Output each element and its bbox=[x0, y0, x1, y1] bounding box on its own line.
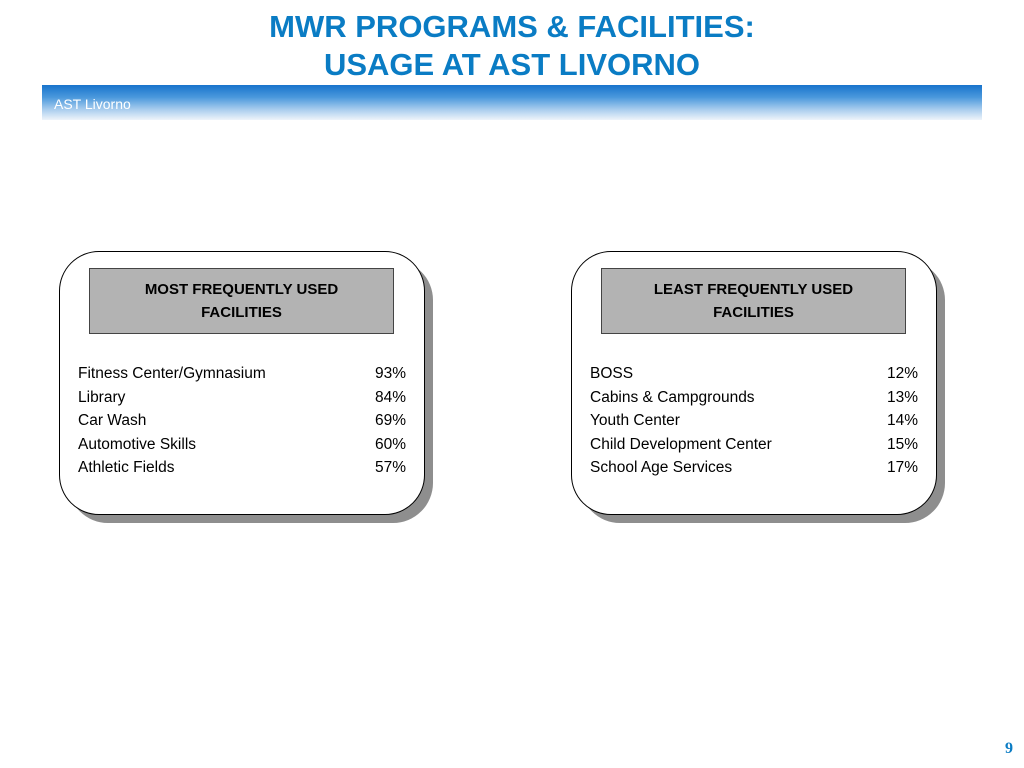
list-item: Cabins & Campgrounds 13% bbox=[590, 386, 918, 410]
facility-name: Fitness Center/Gymnasium bbox=[78, 365, 266, 382]
facility-list: Fitness Center/Gymnasium 93% Library 84%… bbox=[78, 362, 406, 480]
panel-header: LEAST FREQUENTLY USED FACILITIES bbox=[601, 268, 906, 334]
list-item: BOSS 12% bbox=[590, 362, 918, 386]
facility-name: Car Wash bbox=[78, 412, 147, 430]
usage-value: 14% bbox=[886, 412, 918, 430]
usage-value: 69% bbox=[374, 412, 406, 430]
title-line-1: MWR PROGRAMS & FACILITIES: bbox=[269, 9, 755, 44]
usage-value: 15% bbox=[886, 435, 918, 453]
list-item: Youth Center 14% bbox=[590, 409, 918, 433]
page-title: MWR PROGRAMS & FACILITIES: USAGE AT AST … bbox=[0, 8, 1024, 84]
panel-header-label: LEAST FREQUENTLY USED FACILITIES bbox=[653, 281, 854, 321]
panel-box: MOST FREQUENTLY USED FACILITIES Fitness … bbox=[59, 251, 425, 515]
least-used-panel: LEAST FREQUENTLY USED FACILITIES BOSS 12… bbox=[571, 251, 947, 525]
usage-value: 84% bbox=[374, 388, 406, 406]
list-item: Automotive Skills 60% bbox=[78, 433, 406, 457]
facility-name: Youth Center bbox=[590, 412, 680, 430]
usage-value: 12% bbox=[886, 365, 918, 382]
facility-list: BOSS 12% Cabins & Campgrounds 13% Youth … bbox=[590, 362, 918, 480]
facility-name: BOSS bbox=[590, 365, 634, 382]
list-item: Library 84% bbox=[78, 386, 406, 410]
list-item: Fitness Center/Gymnasium 93% bbox=[78, 362, 406, 386]
usage-value: 57% bbox=[374, 459, 406, 477]
usage-value: 13% bbox=[886, 388, 918, 406]
band-label: AST Livorno bbox=[54, 96, 131, 112]
panel-box: LEAST FREQUENTLY USED FACILITIES BOSS 12… bbox=[571, 251, 937, 515]
most-used-panel: MOST FREQUENTLY USED FACILITIES Fitness … bbox=[59, 251, 435, 525]
page-number: 9 bbox=[1005, 740, 1013, 757]
title-line-2: USAGE AT AST LIVORNO bbox=[323, 47, 701, 82]
list-item: Car Wash 69% bbox=[78, 409, 406, 433]
header-band: AST Livorno bbox=[42, 85, 982, 120]
facility-name: Automotive Skills bbox=[78, 435, 197, 453]
list-item: Athletic Fields 57% bbox=[78, 456, 406, 480]
facility-name: Child Development Center bbox=[590, 435, 772, 453]
facility-name: Library bbox=[78, 388, 126, 406]
facility-name: Athletic Fields bbox=[78, 459, 175, 477]
list-item: Child Development Center 15% bbox=[590, 433, 918, 457]
list-item: School Age Services 17% bbox=[590, 456, 918, 480]
usage-value: 60% bbox=[374, 435, 406, 453]
facility-name: School Age Services bbox=[590, 459, 733, 477]
panel-header-label: MOST FREQUENTLY USED FACILITIES bbox=[144, 281, 339, 321]
facility-name: Cabins & Campgrounds bbox=[590, 388, 755, 406]
usage-value: 93% bbox=[374, 365, 406, 382]
usage-value: 17% bbox=[886, 459, 918, 477]
panel-header: MOST FREQUENTLY USED FACILITIES bbox=[89, 268, 394, 334]
